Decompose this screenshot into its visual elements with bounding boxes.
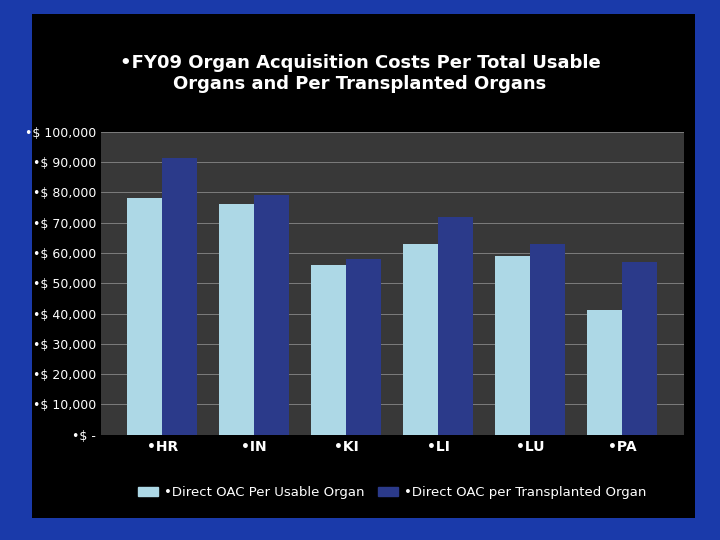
Bar — [530, 244, 565, 435]
Bar — [588, 310, 622, 435]
Bar — [162, 158, 197, 435]
Bar — [346, 259, 381, 435]
Legend: •Direct OAC Per Usable Organ, •Direct OAC per Transplanted Organ: •Direct OAC Per Usable Organ, •Direct OA… — [132, 481, 652, 504]
Bar — [403, 244, 438, 435]
Bar — [127, 198, 162, 435]
Bar — [438, 217, 473, 435]
Bar — [254, 195, 289, 435]
Bar — [495, 256, 530, 435]
Bar — [220, 205, 254, 435]
Bar — [311, 265, 346, 435]
Bar — [622, 262, 657, 435]
Text: •FY09 Organ Acquisition Costs Per Total Usable
Organs and Per Transplanted Organ: •FY09 Organ Acquisition Costs Per Total … — [120, 54, 600, 93]
